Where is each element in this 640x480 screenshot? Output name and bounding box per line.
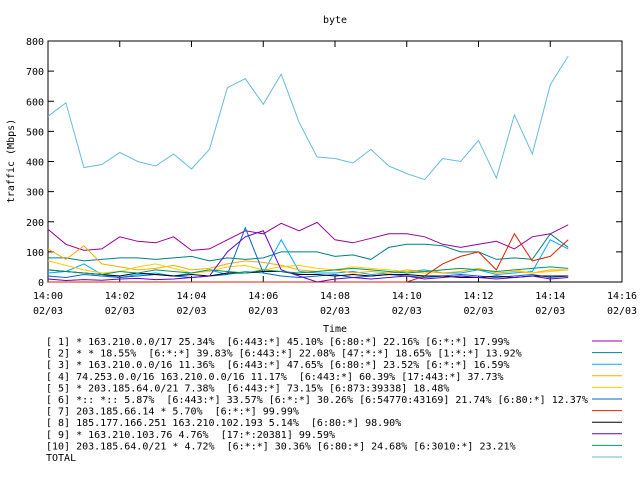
x-tick-date-label: 02/03 (248, 306, 278, 317)
x-tick-date-label: 02/03 (392, 306, 422, 317)
y-tick-label: 0 (38, 278, 44, 289)
y-tick-label: 200 (26, 218, 44, 229)
series-line-6 (47, 226, 569, 279)
x-tick-date-label: 02/03 (535, 306, 565, 317)
x-tick-time-label: 14:16 (607, 291, 637, 302)
x-tick-date-label: 02/03 (176, 306, 206, 317)
series-line-11 (47, 55, 569, 181)
series-line-7 (48, 232, 569, 283)
legend-label: [ 4] 74.253.0.0/16 163.210.0.0/16 11.17%… (46, 372, 504, 383)
legend-label: [10] 203.185.64.0/21 * 4.72% [6:*:*] 30.… (46, 441, 516, 452)
x-tick-time-label: 14:14 (535, 291, 565, 302)
x-tick-time-label: 14:08 (320, 291, 350, 302)
y-axis-label: traffic (Mbps) (6, 119, 17, 203)
series-line-4 (47, 245, 569, 274)
x-tick-date-label: 02/03 (320, 306, 350, 317)
x-tick-date-label: 02/03 (33, 306, 63, 317)
x-tick-time-label: 14:06 (248, 291, 278, 302)
legend-label: [ 7] 203.185.66.14 * 5.70% [6:*:*] 99.99… (46, 407, 299, 418)
plot-area: 0 100 200 300 400 500 600 700 800 14:00 02/03 14:02… (26, 37, 637, 317)
y-tick-label: 800 (26, 37, 44, 48)
y-tick-label: 100 (26, 248, 44, 259)
x-tick-date-label: 02/03 (463, 306, 493, 317)
chart-title: byte (323, 15, 347, 26)
legend-label: [ 8] 185.177.166.251 163.210.102.193 5.1… (46, 418, 401, 429)
series-line-10 (47, 266, 569, 276)
x-tick-time-label: 14:10 (392, 291, 422, 302)
plot-frame (47, 40, 623, 283)
series-line-2 (48, 233, 569, 262)
legend: [ 1] * 163.210.0.0/17 25.34% [6:443:*] 4… (46, 337, 622, 464)
y-tick-label: 500 (26, 127, 44, 138)
x-tick-time-label: 14:02 (105, 291, 135, 302)
legend-label: [ 2] * * 18.55% [6:*:*] 39.83% [6:443:*]… (46, 349, 522, 360)
y-tick-label: 300 (26, 188, 44, 199)
x-axis-label: Time (323, 324, 347, 335)
legend-label: TOTAL (46, 453, 76, 464)
y-tick-label: 600 (26, 97, 44, 108)
legend-label: [ 6] *:: *:: 5.87% [6:443:*] 33.57% [6:*… (46, 395, 588, 406)
y-tick-label: 400 (26, 158, 44, 169)
x-tick-time-label: 14:00 (33, 291, 63, 302)
series-line-1 (47, 221, 569, 251)
x-tick-date-label: 02/03 (607, 306, 637, 317)
x-tick-date-label: 02/03 (105, 306, 135, 317)
series-line-9 (47, 230, 569, 283)
x-tick-time-label: 14:04 (176, 291, 206, 302)
legend-label: [ 1] * 163.210.0.0/17 25.34% [6:443:*] 4… (46, 337, 510, 348)
legend-label: [ 3] * 163.210.0.0/16 11.36% [6:443:*] 4… (46, 360, 510, 371)
y-tick-label: 700 (26, 67, 44, 78)
legend-label: [ 5] * 203.185.64.0/21 7.38% [6:443:*] 7… (46, 383, 449, 394)
x-tick-time-label: 14:12 (463, 291, 493, 302)
legend-label: [ 9] * 163.210.103.76 4.76% [17:*:20381]… (46, 430, 335, 441)
